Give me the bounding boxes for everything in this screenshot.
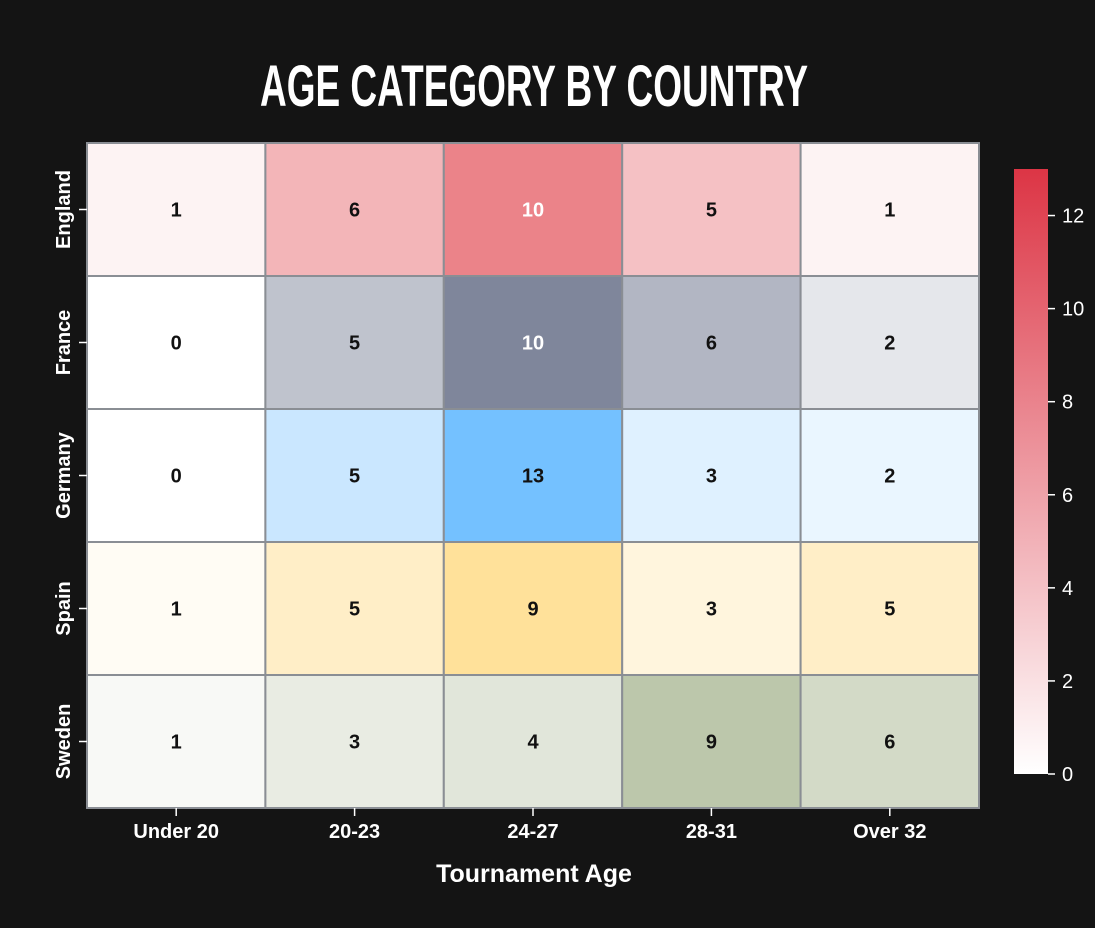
heatmap-cell — [442, 142, 624, 277]
cell-value-label: 5 — [349, 599, 360, 621]
heatmap-cell — [442, 541, 624, 676]
heatmap-cell — [86, 142, 267, 277]
y-axis-ticks: England France Germany Spain Sweden — [53, 170, 87, 779]
heatmap-cell — [264, 408, 445, 543]
x-tick-label: Under 20 — [133, 821, 219, 843]
cell-value-label: 3 — [706, 599, 717, 621]
cell-value-label: 9 — [527, 599, 538, 621]
heatmap-cell — [799, 275, 980, 410]
x-axis-ticks: Under 20 20-23 24-27 28-31 Over 32 — [133, 808, 926, 843]
cell-value-label: 9 — [706, 732, 717, 754]
colorbar — [1014, 169, 1048, 774]
heatmap-cell — [799, 541, 980, 676]
cell-value-label: 1 — [884, 200, 895, 222]
heatmap-cell — [86, 674, 267, 809]
heatmap-cell — [799, 674, 980, 809]
cell-value-label: 3 — [706, 466, 717, 488]
chart-title: AGE CATEGORY BY COUNTRY — [260, 54, 808, 119]
heatmap-cell — [621, 541, 802, 676]
heatmap-cell — [621, 275, 802, 410]
x-tick-label: 28-31 — [686, 821, 737, 843]
colorbar-ticks: 0 2 4 6 8 10 12 — [1048, 206, 1084, 786]
cell-value-label: 5 — [349, 466, 360, 488]
colorbar-tick-label: 8 — [1062, 392, 1073, 414]
cell-value-label: 0 — [171, 333, 182, 355]
cell-value-label: 13 — [522, 466, 544, 488]
heatmap-cell — [799, 408, 980, 543]
cell-value-label: 1 — [171, 732, 182, 754]
colorbar-tick-label: 4 — [1062, 578, 1073, 600]
x-tick-label: 20-23 — [329, 821, 380, 843]
heatmap-cell — [442, 674, 624, 809]
cell-value-label: 2 — [884, 466, 895, 488]
heatmap-cell — [442, 408, 624, 543]
heatmap-cell — [86, 541, 267, 676]
y-tick-label: Sweden — [53, 704, 75, 780]
cell-value-label: 6 — [884, 732, 895, 754]
cell-value-label: 4 — [527, 732, 539, 754]
heatmap-cell — [442, 275, 624, 410]
cell-value-label: 0 — [171, 466, 182, 488]
cell-value-label: 6 — [706, 333, 717, 355]
y-tick-label: Spain — [53, 581, 75, 635]
cell-value-label: 3 — [349, 732, 360, 754]
x-tick-label: 24-27 — [507, 821, 558, 843]
cell-value-label: 10 — [522, 200, 544, 222]
y-tick-label: Germany — [53, 431, 75, 519]
x-axis-label: Tournament Age — [436, 860, 632, 888]
cell-value-label: 2 — [884, 333, 895, 355]
cell-value-label: 5 — [706, 200, 717, 222]
colorbar-tick-label: 10 — [1062, 299, 1084, 321]
colorbar-tick-label: 0 — [1062, 764, 1073, 786]
heatmap-cell — [621, 408, 802, 543]
cell-value-label: 5 — [349, 333, 360, 355]
cell-value-label: 1 — [171, 200, 182, 222]
heatmap-cell — [264, 275, 445, 410]
heatmap-cell — [264, 674, 445, 809]
y-tick-label: France — [53, 310, 75, 376]
x-tick-label: Over 32 — [853, 821, 926, 843]
cell-value-label: 6 — [349, 200, 360, 222]
heatmap-cell — [264, 142, 445, 277]
heatmap-cells: 1 6 10 5 10 5 10 6 20 5 13 3 21 5 9 3 51 3 4 9 6 — [86, 142, 980, 809]
colorbar-tick-label: 12 — [1062, 206, 1084, 228]
cell-value-label: 5 — [884, 599, 895, 621]
y-tick-label: England — [53, 170, 75, 249]
cell-value-label: 1 — [171, 599, 182, 621]
colorbar-tick-label: 2 — [1062, 671, 1073, 693]
cell-value-label: 10 — [522, 333, 544, 355]
heatmap-cell — [621, 674, 802, 809]
colorbar-tick-label: 6 — [1062, 485, 1073, 507]
heatmap-cell — [264, 541, 445, 676]
